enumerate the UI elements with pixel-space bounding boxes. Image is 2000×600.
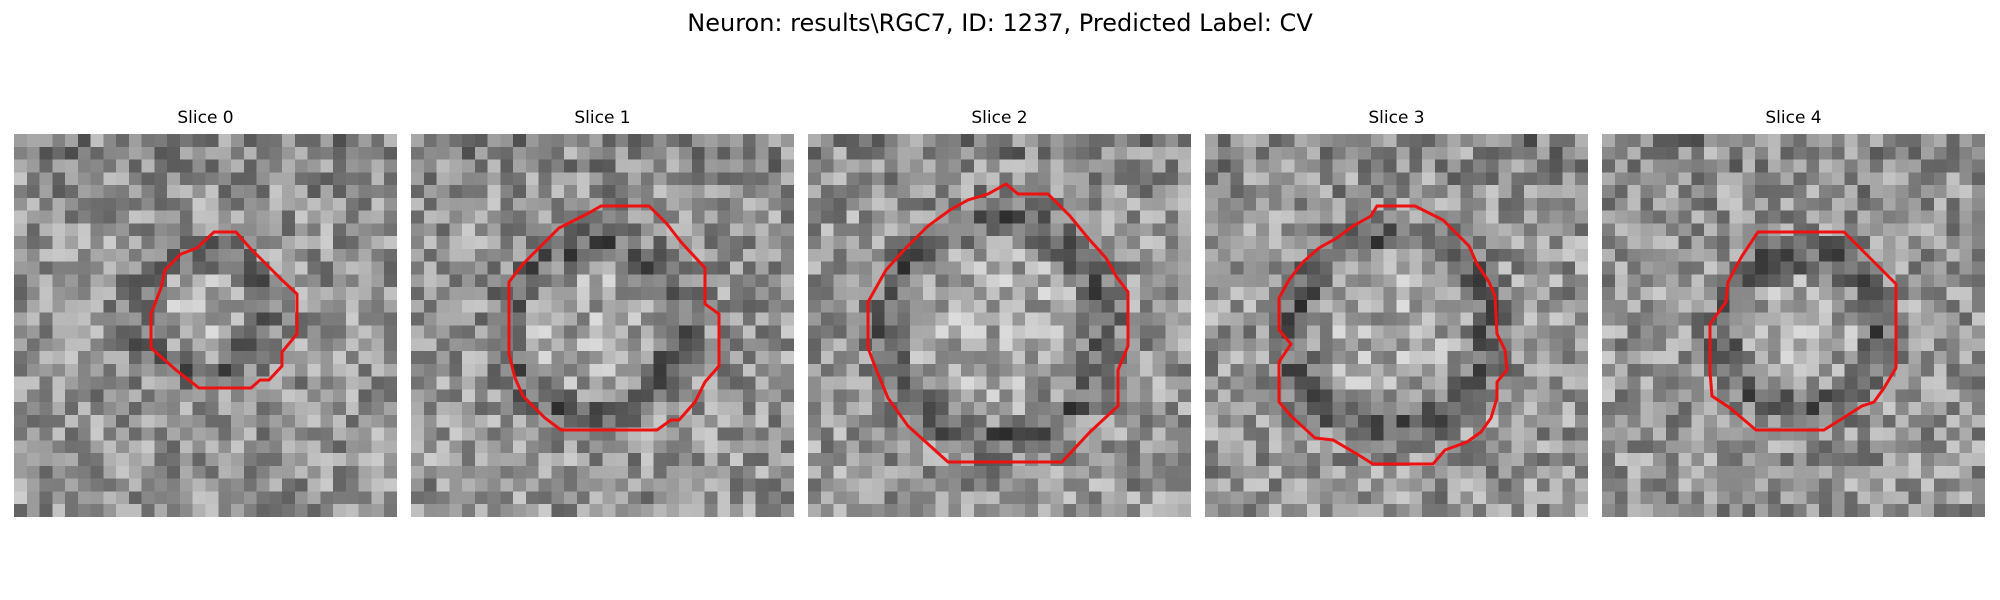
roi-contour: [149, 230, 299, 390]
microscopy-patch: [411, 134, 794, 517]
slice-image-4: [1602, 134, 1985, 517]
microscopy-patch: [14, 134, 397, 517]
segmentation-overlay: [1277, 204, 1509, 466]
segmentation-overlay: [507, 204, 721, 432]
slice-image-1: [411, 134, 794, 517]
segmentation-overlay: [1708, 230, 1898, 432]
slice-panel-0: Slice 0: [14, 106, 397, 517]
slice-title-3: Slice 3: [1368, 108, 1425, 128]
roi-contour: [1708, 230, 1898, 432]
segmentation-overlay: [149, 230, 299, 390]
slice-title-2: Slice 2: [971, 108, 1028, 128]
slice-panel-3: Slice 3: [1205, 106, 1588, 517]
microscopy-patch: [1205, 134, 1588, 517]
slice-image-3: [1205, 134, 1588, 517]
slice-image-2: [808, 134, 1191, 517]
roi-contour: [507, 204, 721, 432]
roi-contour: [866, 182, 1130, 464]
slice-panel-4: Slice 4: [1602, 106, 1985, 517]
slice-title-1: Slice 1: [574, 108, 631, 128]
roi-contour: [1277, 204, 1509, 466]
slice-panel-1: Slice 1: [411, 106, 794, 517]
slice-title-0: Slice 0: [177, 108, 234, 128]
slice-panel-2: Slice 2: [808, 106, 1191, 517]
microscopy-patch: [1602, 134, 1985, 517]
slice-title-4: Slice 4: [1765, 108, 1822, 128]
slice-image-0: [14, 134, 397, 517]
figure-title: Neuron: results\RGC7, ID: 1237, Predicte…: [687, 9, 1313, 37]
segmentation-overlay: [866, 182, 1130, 464]
